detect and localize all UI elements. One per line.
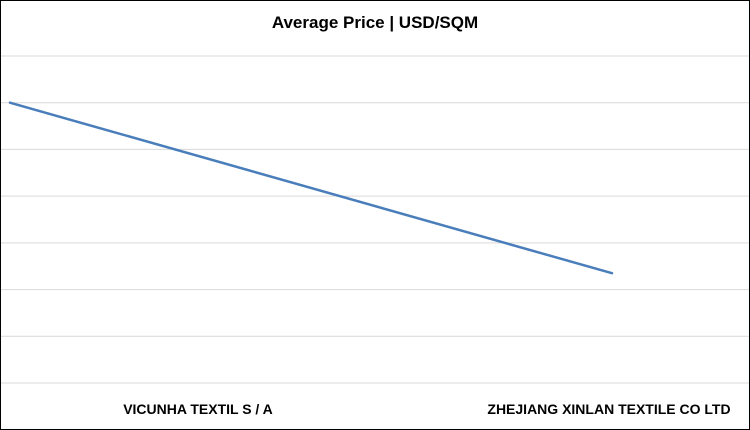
x-tick-label: VICUNHA TEXTIL S / A [123, 401, 273, 417]
chart-title: Average Price | USD/SQM [271, 13, 479, 32]
series-line [8, 101, 614, 275]
x-tick-label: ZHEJIANG XINLAN TEXTILE CO LTD [487, 401, 730, 417]
